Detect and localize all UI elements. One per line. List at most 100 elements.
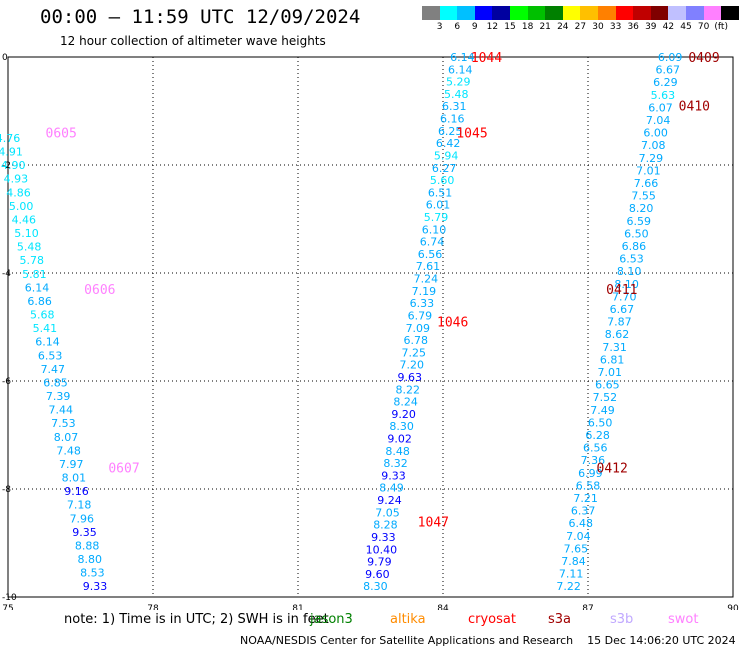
wave-height-point: 7.18 (67, 499, 92, 512)
pass-time-label: 0409 (688, 51, 719, 66)
x-tick-label: 84 (437, 604, 449, 610)
wave-height-point: 9.33 (83, 580, 108, 593)
x-tick-label: 78 (147, 604, 159, 610)
colorbar-tick-label: 30 (592, 22, 604, 32)
satellite-legend-item: s3a (548, 612, 572, 627)
wave-height-point: 5.60 (430, 174, 455, 187)
wave-height-point: 7.20 (400, 359, 425, 372)
wave-height-point: 6.14 (35, 336, 60, 349)
pass-time-label: 0607 (108, 461, 139, 476)
plot-area: 75 78 81 84 87 90 0 -2 -4 -6 -8 -10 4.764.914.904.93… (0, 51, 739, 610)
colorbar-tick-label: 24 (557, 22, 569, 32)
wave-height-point: 7.49 (590, 404, 615, 417)
wave-height-point: 5.00 (9, 200, 34, 213)
wave-height-point: 6.42 (436, 137, 461, 150)
wave-height-point: 5.63 (651, 89, 676, 102)
wave-height-point: 8.28 (373, 519, 398, 532)
colorbar-swatch (492, 6, 510, 20)
y-tick-label: -8 (2, 485, 11, 495)
colorbar-swatch (685, 6, 704, 20)
pass-time-label: 1044 (471, 51, 502, 66)
wave-height-point: 8.24 (393, 396, 418, 409)
wave-height-point: 8.10 (614, 278, 639, 291)
wave-height-point: 7.66 (634, 177, 659, 190)
wave-height-point: 6.56 (418, 248, 443, 261)
wave-height-point: 8.80 (77, 553, 102, 566)
y-tick-label: -4 (2, 269, 11, 279)
wave-height-point: 8.62 (605, 328, 630, 341)
wave-height-point: 8.48 (385, 445, 410, 458)
wave-height-point: 7.96 (70, 512, 95, 525)
wave-height-point: 6.74 (420, 236, 445, 249)
wave-height-point: 6.00 (643, 127, 668, 140)
y-tick-label: -2 (2, 161, 11, 171)
wave-height-point: 9.79 (367, 556, 392, 569)
wave-height-point: 6.53 (38, 349, 63, 362)
pass-time-label: 1046 (437, 316, 468, 331)
plot-frame (7, 56, 734, 598)
colorbar-swatch (509, 6, 528, 20)
colorbar-tick-label: 18 (521, 22, 534, 32)
x-tick-label: 90 (727, 604, 739, 610)
colorbar-tick-label: 15 (504, 22, 516, 32)
wave-height-point: 7.70 (612, 290, 637, 303)
wave-height-point: 8.07 (54, 431, 79, 444)
pass-time-label: 0411 (606, 283, 637, 298)
wave-height-point: 9.02 (387, 433, 412, 446)
wave-height-point: 9.20 (391, 408, 416, 421)
wave-height-point: 7.52 (593, 391, 618, 404)
credit-line: NOAA/NESDIS Center for Satellite Applica… (240, 634, 740, 647)
colorbar-swatch (633, 6, 651, 20)
colorbar-tick-label: 70 (697, 22, 710, 32)
wave-height-point: 7.24 (414, 273, 439, 286)
pass-time-label: 1047 (418, 515, 449, 530)
wave-height-point: 6.29 (653, 76, 678, 89)
wave-height-point: 7.01 (636, 164, 661, 177)
wave-height-point: 6.78 (404, 334, 429, 347)
colorbar-tick-label: 9 (471, 22, 478, 32)
wave-height-point: 6.33 (410, 297, 435, 310)
pass-time-label: 0412 (597, 461, 628, 476)
wave-height-point: 7.09 (406, 322, 431, 335)
wave-height-point: 7.19 (412, 285, 437, 298)
wave-height-point: 7.36 (581, 454, 606, 467)
colorbar-tick-label: 21 (539, 22, 551, 32)
wave-height-point: 6.99 (578, 467, 603, 480)
wave-height-point: 7.11 (559, 568, 584, 581)
colorbar-swatch (615, 6, 634, 20)
wave-height-point: 8.30 (363, 580, 388, 593)
colorbar-swatch (474, 6, 493, 20)
pass-time-label: 1045 (456, 127, 487, 142)
wave-height-point: 9.33 (381, 469, 406, 482)
colorbar-tick-label: 27 (574, 22, 587, 32)
wave-height-point: 5.29 (446, 76, 471, 89)
wave-height-point: 6.86 (622, 240, 647, 253)
pass-time-label: 0410 (679, 100, 710, 115)
wave-height-point: 5.41 (33, 322, 58, 335)
wave-height-point: 7.05 (375, 506, 400, 519)
wave-height-point: 7.31 (602, 341, 627, 354)
wave-height-point: 6.65 (595, 379, 620, 392)
wave-height-point: 7.29 (639, 152, 664, 165)
colorbar-swatch (562, 6, 581, 20)
colorbar-swatch (580, 6, 598, 20)
colorbar-tick-label: 42 (662, 22, 675, 32)
x-tick-label: 87 (582, 604, 593, 610)
wave-height-point: 7.53 (51, 417, 76, 430)
wave-height-point: 6.14 (450, 51, 475, 64)
colorbar-tick-label: 33 (609, 22, 622, 32)
colorbar-tick-label: (ft) (714, 22, 728, 32)
wave-height-point: 7.01 (598, 366, 623, 379)
colorbar-swatch (422, 6, 440, 20)
wave-height-point: 6.50 (624, 227, 649, 240)
colorbar-tick-label: 6 (454, 22, 461, 32)
wave-height-point: 6.81 (600, 353, 625, 366)
wave-height-point: 7.25 (402, 346, 427, 359)
y-tick-label: 0 (2, 53, 8, 63)
wave-height-point: 6.51 (428, 186, 453, 199)
wave-height-point: 5.79 (424, 211, 449, 224)
wave-height-point: 7.44 (48, 404, 73, 417)
wave-height-point: 7.39 (46, 390, 71, 403)
colorbar-swatch (703, 6, 722, 20)
wave-height-point: 9.63 (397, 371, 422, 384)
